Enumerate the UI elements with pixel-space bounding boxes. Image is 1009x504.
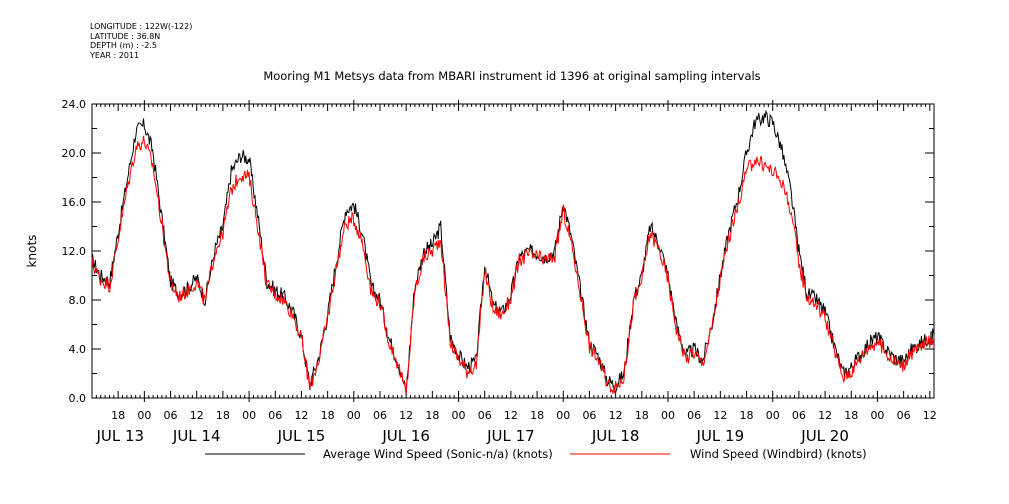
legend-label-windbird: Wind Speed (Windbird) (knots) [690, 447, 867, 461]
x-hour-label: 06 [373, 409, 387, 422]
x-hour-label: 00 [347, 409, 361, 422]
x-hour-label: 18 [425, 409, 439, 422]
x-hour-label: 12 [399, 409, 413, 422]
x-hour-label: 00 [766, 409, 780, 422]
x-day-label: JUL 18 [591, 427, 640, 445]
x-hour-label: 06 [164, 409, 178, 422]
series-line-windbird-wind-speed [91, 135, 935, 395]
text-layer: Mooring M1 Metsys data from MBARI instru… [25, 69, 937, 461]
y-tick-label: 4.0 [69, 343, 87, 356]
y-tick-label: 8.0 [69, 294, 87, 307]
latitude-text: LATITUDE : 36.8N [90, 31, 161, 41]
x-hour-label: 18 [111, 409, 125, 422]
x-hour-label: 00 [137, 409, 151, 422]
legend-label-average: Average Wind Speed (Sonic-n/a) (knots) [323, 447, 553, 461]
y-tick-label: 24.0 [62, 98, 87, 111]
series-layer [91, 109, 935, 395]
x-hour-label: 06 [582, 409, 596, 422]
y-tick-label: 20.0 [62, 147, 87, 160]
x-hour-label: 12 [818, 409, 832, 422]
x-hour-label: 06 [897, 409, 911, 422]
y-tick-label: 16.0 [62, 196, 87, 209]
depth-text: DEPTH (m) : -2.5 [90, 41, 157, 51]
x-hour-label: 12 [923, 409, 937, 422]
x-hour-label: 18 [635, 409, 649, 422]
x-hour-label: 18 [321, 409, 335, 422]
x-hour-label: 18 [216, 409, 230, 422]
x-hour-label: 12 [609, 409, 623, 422]
x-hour-label: 00 [242, 409, 256, 422]
y-tick-label: 0.0 [69, 392, 87, 405]
plot-frame-layer [91, 100, 935, 455]
series-line-average-wind-speed [91, 109, 935, 395]
metadata-block: LONGITUDE : 122W(-122) LATITUDE : 36.8N … [90, 22, 192, 60]
y-axis-label: knots [25, 235, 39, 268]
x-hour-label: 00 [556, 409, 570, 422]
x-day-label: JUL 15 [277, 427, 326, 445]
x-hour-label: 12 [190, 409, 204, 422]
x-day-label: JUL 16 [381, 427, 430, 445]
x-hour-label: 06 [687, 409, 701, 422]
x-hour-label: 00 [452, 409, 466, 422]
year-text: YEAR : 2011 [90, 50, 140, 60]
plot-frame [91, 103, 935, 399]
x-day-label: JUL 13 [95, 427, 144, 445]
x-hour-label: 12 [504, 409, 518, 422]
y-tick-label: 12.0 [62, 245, 87, 258]
x-hour-label: 12 [713, 409, 727, 422]
x-hour-label: 18 [740, 409, 754, 422]
x-hour-label: 06 [792, 409, 806, 422]
x-day-label: JUL 14 [172, 427, 221, 445]
x-hour-label: 06 [478, 409, 492, 422]
x-hour-label: 18 [844, 409, 858, 422]
x-day-label: JUL 17 [486, 427, 535, 445]
x-hour-label: 12 [294, 409, 308, 422]
chart-title: Mooring M1 Metsys data from MBARI instru… [263, 69, 760, 83]
x-hour-label: 18 [530, 409, 544, 422]
x-day-label: JUL 20 [800, 427, 849, 445]
x-day-label: JUL 19 [696, 427, 745, 445]
x-hour-label: 00 [870, 409, 884, 422]
x-hour-label: 06 [268, 409, 282, 422]
x-hour-label: 00 [661, 409, 675, 422]
longitude-text: LONGITUDE : 122W(-122) [90, 22, 193, 31]
